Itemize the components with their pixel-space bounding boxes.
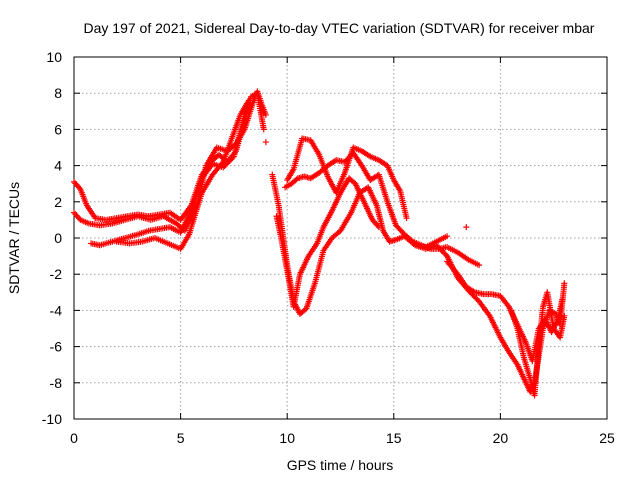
data-point xyxy=(228,156,235,163)
data-point xyxy=(245,97,252,104)
y-tick-label: -4 xyxy=(50,302,63,318)
y-tick-label: 4 xyxy=(54,158,62,174)
data-point xyxy=(262,111,269,118)
data-point xyxy=(403,215,410,222)
data-point xyxy=(224,160,231,167)
data-point xyxy=(433,242,440,249)
data-point xyxy=(438,247,445,254)
data-point xyxy=(260,126,267,133)
x-tick-label: 15 xyxy=(386,430,402,446)
data-point xyxy=(437,246,444,253)
data-point xyxy=(444,233,451,240)
data-point xyxy=(441,250,448,257)
data-point xyxy=(442,251,449,258)
series-arc-11 xyxy=(508,289,568,399)
data-point xyxy=(247,102,254,109)
y-tick-label: -2 xyxy=(50,266,63,282)
data-point xyxy=(559,296,566,303)
y-tick-label: 0 xyxy=(54,230,62,246)
y-tick-label: -8 xyxy=(50,375,63,391)
series-arc-3 xyxy=(88,102,254,249)
data-point xyxy=(561,280,568,287)
y-axis-label: SDTVAR / TECUs xyxy=(6,182,22,294)
x-axis-label: GPS time / hours xyxy=(287,457,394,473)
data-point xyxy=(229,154,236,161)
grid-lines xyxy=(74,57,607,419)
x-tick-label: 25 xyxy=(599,430,615,446)
x-tick-label: 0 xyxy=(70,430,78,446)
data-point xyxy=(262,139,269,146)
series-arc-8 xyxy=(284,135,410,222)
data-point xyxy=(561,312,568,319)
data-point xyxy=(434,243,441,250)
data-point xyxy=(436,244,443,251)
data-point xyxy=(222,161,229,168)
data-point xyxy=(375,224,382,231)
series-outliers xyxy=(262,139,470,231)
y-tick-label: 10 xyxy=(46,49,62,65)
series-arc-1 xyxy=(71,90,267,223)
y-tick-label: -10 xyxy=(42,411,62,427)
y-tick-label: 8 xyxy=(54,85,62,101)
y-tick-label: -6 xyxy=(50,339,63,355)
data-point xyxy=(225,158,232,165)
data-point xyxy=(476,262,483,269)
y-axis-ticks: -10 -8 -6 -4 -2 0 2 4 6 8 10 xyxy=(42,49,607,427)
data-point xyxy=(440,249,447,256)
data-point xyxy=(226,157,233,164)
data-point xyxy=(463,224,470,231)
data-points xyxy=(71,88,568,399)
x-tick-label: 5 xyxy=(177,430,185,446)
x-tick-label: 20 xyxy=(493,430,509,446)
data-point xyxy=(473,295,480,302)
x-axis-ticks: 0 5 10 15 20 25 xyxy=(70,57,615,446)
series-arc-4 xyxy=(113,97,252,252)
series-arc-6 xyxy=(273,175,382,310)
y-tick-label: 2 xyxy=(54,194,62,210)
x-tick-label: 10 xyxy=(279,430,295,446)
chart-title: Day 197 of 2021, Sidereal Day-to-day VTE… xyxy=(84,20,595,36)
y-tick-label: 6 xyxy=(54,121,62,137)
